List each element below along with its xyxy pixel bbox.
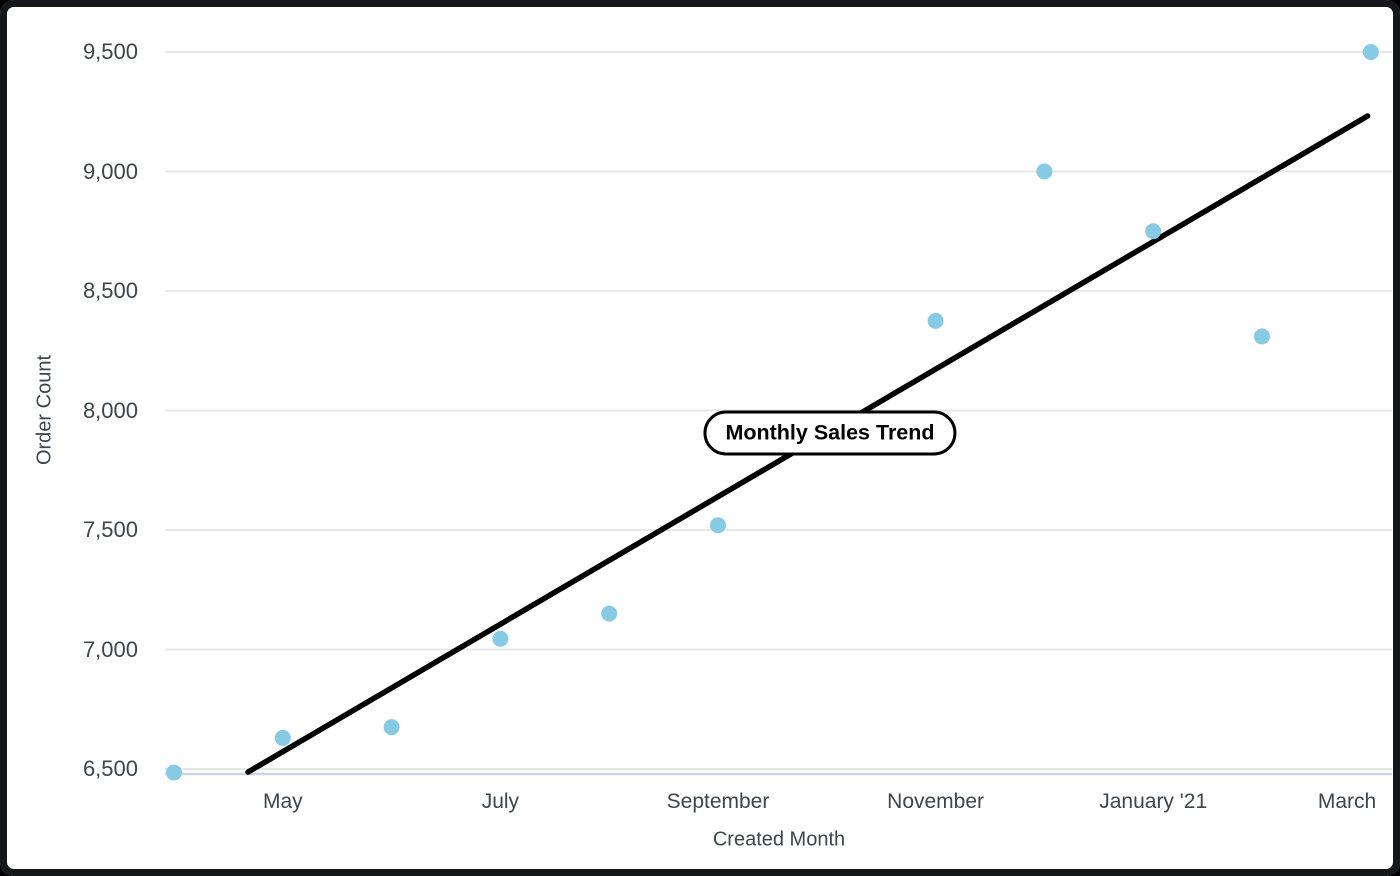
data-point[interactable]: [710, 517, 726, 534]
y-axis-title: Order Count: [33, 354, 56, 466]
y-tick-label: 9,500: [82, 39, 138, 64]
trend-label-pill: Monthly Sales Trend: [703, 410, 957, 456]
x-axis-title: Created Month: [712, 828, 846, 851]
y-tick-label: 7,000: [82, 636, 138, 662]
y-tick-label: 7,500: [82, 517, 138, 542]
x-tick-label: March: [1317, 790, 1377, 813]
y-tick-label: 8,500: [82, 278, 138, 303]
data-point[interactable]: [383, 719, 400, 736]
data-point[interactable]: [1036, 163, 1053, 180]
data-point[interactable]: [492, 630, 509, 647]
data-point[interactable]: [274, 729, 291, 746]
x-tick-label: July: [481, 790, 520, 813]
y-tick-label: 6,500: [82, 756, 138, 781]
x-tick-label: November: [887, 790, 985, 813]
x-tick-label: January '21: [1099, 790, 1208, 813]
data-point[interactable]: [601, 605, 618, 622]
data-point[interactable]: [1362, 44, 1379, 60]
y-tick-label: 8,000: [82, 397, 138, 423]
data-point[interactable]: [927, 312, 944, 329]
x-tick-label: May: [262, 790, 303, 813]
x-tick-label: September: [666, 790, 770, 813]
data-point[interactable]: [1145, 223, 1162, 240]
data-point[interactable]: [1254, 328, 1270, 345]
y-tick-label: 9,000: [82, 158, 138, 184]
data-point[interactable]: [166, 764, 182, 781]
